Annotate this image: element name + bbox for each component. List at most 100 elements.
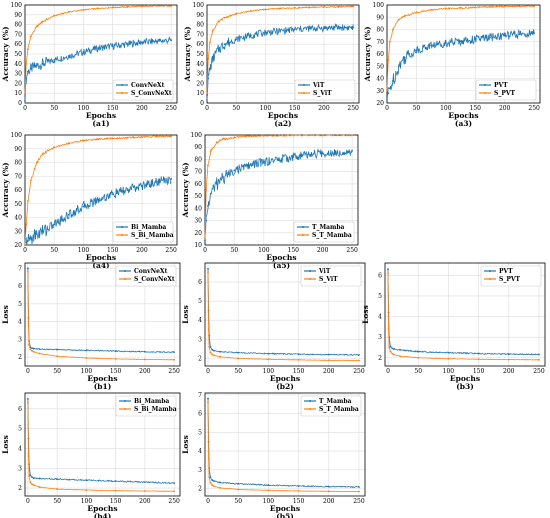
legend-label: S_Bi_Mamba (131, 232, 174, 239)
legend-label: PVT (499, 268, 513, 275)
x-axis-label: Epochs (268, 111, 298, 120)
data-point-S_T_Mamba (219, 487, 221, 489)
data-point-T_Mamba (215, 182, 218, 185)
x-tick-label: 50 (234, 368, 242, 375)
data-point-S_PVT (430, 9, 433, 11)
data-point-S_ViT (211, 353, 214, 356)
panel-label: (a4) (92, 261, 109, 270)
x-tick-label: 150 (293, 498, 305, 505)
x-axis-label: Epochs (86, 111, 116, 120)
legend-marker (302, 234, 304, 236)
y-tick-label: 100 (11, 132, 23, 139)
x-tick-label: 150 (473, 368, 485, 375)
legend-marker (484, 92, 486, 94)
data-point-S_ViT (352, 5, 355, 8)
data-point-PVT (389, 345, 392, 348)
y-tick-label: 10 (14, 90, 22, 97)
data-point-S_T_Mamba (221, 138, 224, 141)
panel-label: (b2) (276, 382, 294, 391)
data-point-Bi_Mamba (56, 478, 59, 481)
y-axis-label: Accuracy (%) (363, 27, 372, 83)
y-tick-label: 20 (194, 230, 202, 237)
y-tick-label: 40 (376, 76, 384, 83)
data-point-S_ViT (217, 20, 220, 23)
legend-marker (124, 408, 126, 410)
data-point-S_T_Mamba (211, 484, 214, 487)
data-point-S_Bi_Mamba (141, 136, 143, 138)
data-point-S_ConvNeXt (38, 352, 41, 355)
legend-marker (309, 400, 311, 402)
legend-marker (489, 270, 491, 272)
data-point-ConvNeXt (41, 62, 44, 65)
y-tick-label: 20 (196, 80, 204, 87)
y-tick-label: 10 (194, 242, 202, 249)
data-point-ViT (206, 94, 208, 97)
data-point-ViT (249, 34, 252, 37)
legend-marker (121, 92, 123, 94)
data-point-T_Mamba (262, 160, 265, 163)
chart-panel-a4: 20 30 40 50 60 70 80 90 100 0 50 100 150 200 250 Bi_Mam… (1, 132, 178, 270)
x-tick-label: 250 (353, 498, 365, 505)
data-point-S_Bi_Mamba (67, 142, 70, 145)
y-tick-label: 70 (14, 31, 22, 38)
data-point-ViT (237, 351, 240, 354)
plot-frame (24, 134, 178, 246)
data-point-S_ViT (267, 358, 270, 361)
x-tick-label: 0 (206, 368, 210, 375)
y-tick-label: 100 (373, 2, 385, 9)
data-point-S_PVT (444, 7, 447, 10)
data-point-S_ViT (206, 92, 208, 95)
y-tick-label: 40 (14, 61, 22, 68)
legend-label: Bi_Mamba (134, 398, 169, 405)
data-point-ConvNeXt (38, 348, 41, 351)
data-point-S_Bi_Mamba (24, 244, 26, 246)
x-tick-label: 100 (81, 498, 93, 505)
data-point-S_T_Mamba (207, 164, 209, 167)
x-tick-label: 0 (385, 105, 389, 112)
data-point-S_ConvNeXt (67, 10, 70, 13)
data-point-T_Mamba (207, 397, 209, 400)
y-axis-label: Accuracy (%) (181, 163, 190, 219)
data-point-Bi_Mamba (32, 477, 35, 480)
x-tick-label: 50 (50, 247, 58, 254)
x-tick-label: 50 (53, 368, 61, 375)
data-point-S_PVT (391, 352, 394, 355)
data-point-ConvNeXt (27, 70, 29, 73)
x-tick-label: 250 (353, 368, 365, 375)
data-point-S_T_Mamba (351, 134, 354, 137)
data-point-S_PVT (399, 355, 401, 358)
data-point-ViT (323, 27, 325, 29)
x-tick-label: 100 (263, 498, 275, 505)
data-point-S_T_Mamba (277, 134, 280, 137)
data-point-Bi_Mamba (173, 482, 176, 485)
y-tick-label: 6 (378, 272, 382, 279)
y-tick-label: 70 (194, 169, 202, 176)
data-point-S_ViT (209, 351, 212, 354)
x-axis-label: Epochs (270, 374, 300, 383)
data-point-Bi_Mamba (155, 180, 158, 183)
x-tick-label: 200 (323, 368, 335, 375)
data-point-S_T_Mamba (213, 485, 215, 488)
data-point-T_Mamba (213, 480, 215, 482)
data-point-S_Bi_Mamba (31, 483, 33, 486)
x-tick-label: 200 (136, 105, 148, 112)
data-point-ViT (327, 353, 330, 356)
y-tick-label: 50 (14, 201, 22, 208)
data-point-ConvNeXt (67, 55, 70, 57)
data-point-S_T_Mamba (209, 481, 212, 484)
data-point-S_ConvNeXt (41, 20, 44, 23)
data-point-Bi_Mamba (126, 189, 129, 191)
data-point-S_PVT (538, 358, 540, 361)
data-point-PVT (397, 65, 400, 68)
data-point-T_Mamba (237, 482, 240, 485)
data-point-S_ViT (337, 6, 340, 8)
y-tick-label: 60 (14, 187, 22, 194)
y-tick-label: 4 (378, 314, 382, 321)
data-point-S_Bi_Mamba (114, 489, 117, 492)
x-tick-label: 50 (413, 105, 421, 112)
y-tick-label: 90 (196, 12, 204, 19)
x-axis-label: Epochs (87, 504, 117, 513)
data-point-S_Bi_Mamba (41, 153, 44, 156)
data-point-PVT (477, 352, 480, 355)
data-point-S_ConvNeXt (114, 357, 117, 360)
